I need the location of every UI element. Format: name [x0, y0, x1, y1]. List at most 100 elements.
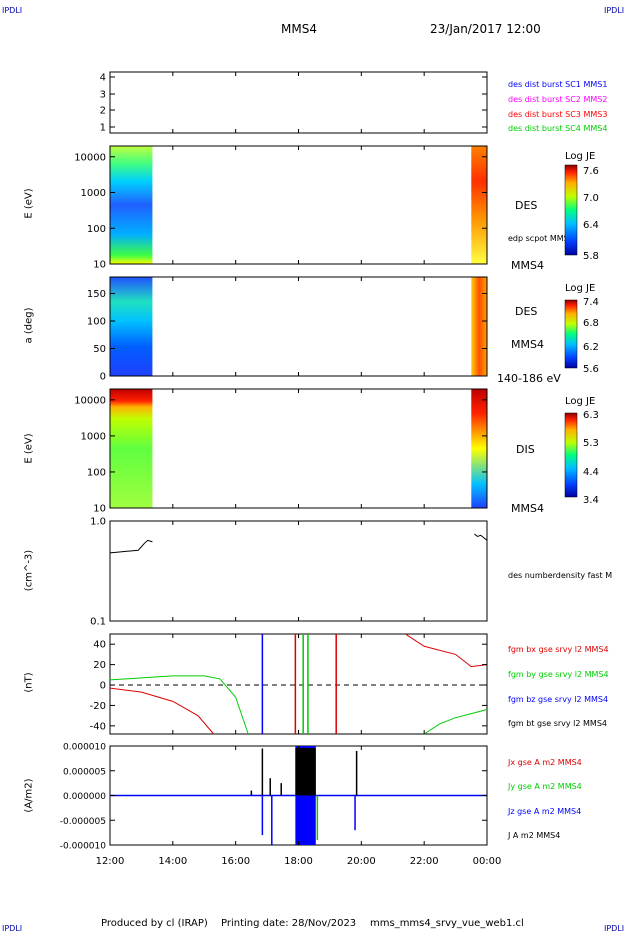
y-tick-label: 0.000000 — [63, 792, 106, 802]
y-tick-label: 0.000010 — [63, 743, 106, 753]
label-dis-energy: DIS — [516, 443, 535, 456]
y-tick-label: 1 — [100, 123, 106, 134]
des-energy-spectrogram — [471, 146, 487, 264]
fgm-line — [109, 675, 249, 735]
label-des-energy: DES — [515, 199, 538, 212]
y-tick-label: 100 — [87, 317, 106, 328]
corner-mark-top-right: IPDLI — [604, 6, 625, 15]
legend-burst-mms2: des dist burst SC2 MMS2 — [508, 95, 608, 104]
time-tick-label: 14:00 — [158, 856, 187, 867]
y-tick-label: 10 — [93, 504, 106, 515]
colorbar-tick: 5.3 — [583, 438, 599, 449]
legend-burst-mms4: des dist burst SC4 MMS4 — [508, 124, 608, 133]
y-tick-label: 2 — [100, 106, 106, 117]
colorbar-tick: 6.8 — [583, 318, 599, 329]
panel-frame — [109, 276, 488, 377]
legend-density: des numberdensity fast M — [508, 571, 613, 580]
colorbar-tick: 7.0 — [583, 193, 599, 204]
footer-file-name: mms_mms4_srvy_vue_web1.cl — [370, 918, 524, 929]
corner-mark-bottom-right: IPDLI — [604, 924, 625, 933]
y-tick-label: 0 — [100, 681, 106, 692]
legend-fgm-bz: fgm bz gse srvy l2 MMS4 — [508, 695, 609, 704]
y-tick-label: 20 — [93, 660, 106, 671]
colorbar-tick: 7.6 — [583, 166, 599, 177]
legend-jy: Jy gse A m2 MMS4 — [508, 782, 582, 791]
legend-fgm-by: fgm by gse srvy l2 MMS4 — [508, 670, 609, 679]
y-tick-label: -0.000010 — [60, 842, 106, 852]
des-energy-spectrogram — [110, 146, 153, 264]
label-des-pitch: DES — [515, 305, 538, 318]
dis-energy-spectrogram — [471, 389, 487, 508]
colorbar-title-dis-energy: Log JE — [565, 396, 596, 407]
colorbar-title-des-energy: Log JE — [565, 151, 596, 162]
footer-produced: Produced by cl (IRAP) — [101, 918, 208, 929]
legend-fgm-bx: fgm bx gse srvy l2 MMS4 — [508, 645, 609, 654]
colorbar-tick: 3.4 — [583, 495, 599, 506]
label-pitch-energy-range: 140-186 eV — [497, 372, 561, 385]
time-tick-label: 22:00 — [410, 856, 439, 867]
panel-frame — [109, 388, 488, 509]
des-pitch-spectrogram — [471, 277, 487, 376]
label-des-energy-mms4: MMS4 — [511, 259, 544, 272]
fgm-line — [109, 687, 215, 735]
y-tick-label: 1000 — [81, 431, 106, 442]
dis-energy-spectrogram — [110, 389, 153, 508]
date-title: 23/Jan/2017 12:00 — [430, 22, 541, 36]
y-tick-label: 1000 — [81, 188, 106, 199]
y-tick-label: 0.1 — [90, 617, 106, 628]
y-tick-label: 10000 — [74, 395, 106, 406]
spacecraft-title: MMS4 — [281, 22, 317, 36]
label-edp-scpot: edp scpot MMS4 — [508, 234, 574, 243]
panel-frame — [109, 145, 488, 265]
colorbar-tick: 5.6 — [583, 364, 599, 375]
density-line — [474, 533, 488, 541]
y-tick-label: 100 — [87, 467, 106, 478]
fgm-line — [405, 633, 488, 668]
y-tick-label: 40 — [93, 640, 106, 651]
corner-mark-bottom-left: IPDLI — [2, 924, 23, 933]
time-tick-label: 18:00 — [284, 856, 313, 867]
panel-frame — [109, 71, 488, 134]
label-des-pitch-mms4: MMS4 — [511, 338, 544, 351]
legend-j: J A m2 MMS4 — [508, 831, 561, 840]
y-tick-label: 0 — [100, 372, 106, 383]
panel-frame — [109, 520, 488, 622]
colorbar-tick: 6.4 — [583, 220, 599, 231]
density-line — [109, 539, 153, 554]
y-tick-label: 0.000005 — [63, 767, 106, 777]
colorbar-tick: 4.4 — [583, 467, 599, 478]
des-pitch-spectrogram — [110, 277, 153, 376]
colorbar — [564, 164, 578, 256]
y-tick-label: 3 — [100, 90, 106, 101]
colorbar-tick: 5.8 — [583, 251, 599, 262]
time-tick-label: 16:00 — [221, 856, 250, 867]
legend-fgm-bt: fgm bt gse srvy l2 MMS4 — [508, 719, 607, 728]
colorbar-tick: 6.3 — [583, 410, 599, 421]
time-tick-label: 20:00 — [347, 856, 376, 867]
colorbar-title-des-pitch: Log JE — [565, 283, 596, 294]
y-tick-label: 10000 — [74, 152, 106, 163]
legend-jz: Jz gse A m2 MMS4 — [508, 807, 582, 816]
current-burst — [295, 748, 316, 796]
legend-burst-mms1: des dist burst SC1 MMS1 — [508, 80, 608, 89]
y-tick-label: -40 — [90, 721, 106, 732]
y-tick-label: -0.000005 — [60, 817, 106, 827]
y-tick-label: -20 — [90, 701, 106, 712]
label-dis-energy-mms4: MMS4 — [511, 502, 544, 515]
y-tick-label: 150 — [87, 289, 106, 300]
legend-jx: Jx gse A m2 MMS4 — [508, 758, 582, 767]
colorbar — [564, 412, 578, 498]
panel-frame — [109, 633, 488, 735]
colorbar — [564, 299, 578, 369]
time-tick-label: 00:00 — [473, 856, 502, 867]
y-tick-label: 1.0 — [90, 517, 106, 528]
colorbar-tick: 7.4 — [583, 297, 599, 308]
y-tick-label: 10 — [93, 260, 106, 271]
time-tick-label: 12:00 — [96, 856, 125, 867]
fgm-line — [423, 709, 488, 735]
y-tick-label: 100 — [87, 224, 106, 235]
corner-mark-top-left: IPDLI — [2, 6, 23, 15]
footer-printing-date: Printing date: 28/Nov/2023 — [221, 918, 357, 929]
y-tick-label: 50 — [93, 344, 106, 355]
